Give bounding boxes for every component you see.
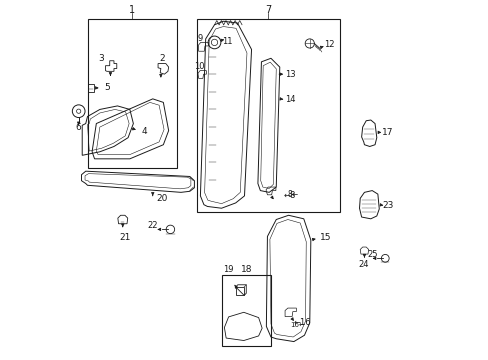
Text: 16←: 16← <box>289 322 304 328</box>
Text: 7: 7 <box>264 5 271 15</box>
Text: 12: 12 <box>323 40 334 49</box>
Text: 24: 24 <box>358 260 368 269</box>
Text: 23: 23 <box>382 201 393 210</box>
Text: 21: 21 <box>119 233 130 242</box>
Bar <box>221 275 270 346</box>
Text: ←8: ←8 <box>283 192 295 201</box>
Text: 1: 1 <box>129 5 135 15</box>
Text: 14: 14 <box>285 95 295 104</box>
Bar <box>87 19 177 168</box>
Text: 6: 6 <box>75 123 81 132</box>
Text: 5: 5 <box>104 83 110 92</box>
Text: 9: 9 <box>197 34 203 43</box>
Text: 18: 18 <box>240 265 251 274</box>
Bar <box>87 84 94 92</box>
Text: 15: 15 <box>319 233 331 242</box>
Text: ←16: ←16 <box>293 318 311 327</box>
Text: 8←: 8← <box>287 190 298 199</box>
Text: 20: 20 <box>156 194 167 203</box>
Text: 2: 2 <box>160 54 165 63</box>
Bar <box>197 19 339 212</box>
Text: 11: 11 <box>222 37 232 46</box>
Text: 3: 3 <box>99 54 104 63</box>
Text: 4: 4 <box>141 127 146 136</box>
Text: 10: 10 <box>194 62 204 71</box>
Text: 22: 22 <box>147 221 158 230</box>
Text: 19: 19 <box>223 265 233 274</box>
Text: 25: 25 <box>366 249 377 258</box>
Text: 17: 17 <box>381 128 392 137</box>
Text: 13: 13 <box>285 70 295 79</box>
